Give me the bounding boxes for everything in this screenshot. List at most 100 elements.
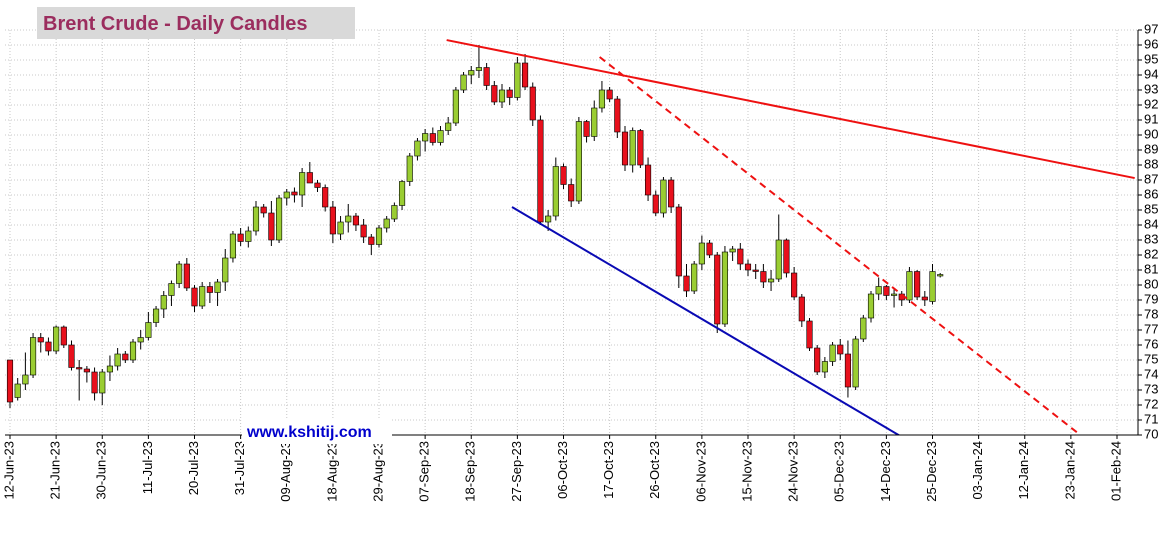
- grid: [5, 29, 1138, 436]
- candle-body: [445, 122, 452, 131]
- y-tick-label: 73: [1144, 381, 1158, 396]
- candle-body: [767, 278, 775, 283]
- x-tick-label: 03-Jan-24: [970, 441, 985, 500]
- candle-body: [791, 272, 798, 298]
- y-tick-label: 85: [1144, 201, 1158, 216]
- y-tick-label: 96: [1144, 36, 1158, 51]
- candle-body: [890, 293, 898, 296]
- y-tick-label: 88: [1144, 156, 1158, 171]
- x-tick-label: 27-Sep-23: [509, 441, 524, 502]
- candle-body: [214, 281, 221, 293]
- candle-body: [867, 293, 875, 319]
- candle-body: [545, 215, 552, 223]
- x-tick-label: 21-Jun-23: [48, 441, 63, 500]
- y-tick-label: 77: [1144, 321, 1158, 336]
- candle-body: [598, 89, 606, 109]
- candle-body: [122, 353, 129, 361]
- candle-body: [775, 239, 782, 280]
- candles: [6, 45, 944, 408]
- candle-body: [406, 155, 413, 182]
- y-tick-label: 89: [1144, 141, 1158, 156]
- x-tick-label: 12-Jan-24: [1016, 441, 1031, 500]
- x-tick-label: 14-Dec-23: [878, 441, 893, 502]
- candle-body: [368, 236, 375, 245]
- y-tick-label: 83: [1144, 231, 1158, 246]
- candle-body: [245, 230, 252, 242]
- candle-body: [291, 191, 298, 196]
- candle-body: [299, 172, 306, 196]
- y-tick-label: 74: [1144, 366, 1158, 381]
- candle-body: [806, 320, 813, 349]
- x-tick-label: 25-Dec-23: [924, 441, 939, 502]
- candle-body: [660, 179, 667, 214]
- candle-body: [614, 98, 621, 133]
- candle-body: [621, 131, 629, 166]
- candle-body: [22, 374, 29, 385]
- candle-body: [829, 344, 836, 362]
- y-tick-label: 80: [1144, 276, 1158, 291]
- candle-body: [14, 383, 21, 398]
- watermark: www.kshitij.com: [246, 424, 372, 441]
- candle-body: [844, 353, 852, 388]
- x-tick-label: 31-Jul-23: [232, 441, 247, 495]
- y-tick-label: 95: [1144, 51, 1158, 66]
- candle-body: [691, 263, 698, 292]
- candle-body: [391, 205, 398, 220]
- candle-body: [452, 89, 459, 124]
- candle-body: [176, 263, 183, 284]
- x-tick-label: 26-Oct-23: [647, 441, 662, 499]
- candle-body: [106, 365, 114, 373]
- candle-body: [837, 344, 844, 355]
- candle-body: [698, 242, 705, 265]
- x-tick-label: 15-Nov-23: [739, 441, 754, 502]
- y-tick-label: 87: [1144, 171, 1158, 186]
- candle-body: [306, 172, 313, 184]
- candle-body: [283, 191, 290, 199]
- y-tick-label: 76: [1144, 336, 1158, 351]
- x-tick-label: 17-Oct-23: [601, 441, 616, 499]
- candle-body: [814, 347, 821, 373]
- y-tick-label: 84: [1144, 216, 1158, 231]
- y-tick-label: 70: [1144, 426, 1158, 441]
- candle-body: [537, 119, 544, 223]
- candle-body: [852, 338, 859, 388]
- candle-body: [422, 133, 429, 142]
- candle-body: [552, 166, 559, 217]
- candle-body: [629, 130, 636, 166]
- candle-body: [929, 271, 936, 302]
- y-tick-label: 82: [1144, 246, 1158, 261]
- candle-body: [83, 368, 90, 373]
- x-tick-label: 24-Nov-23: [786, 441, 801, 502]
- x-tick-label: 30-Jun-23: [94, 441, 109, 500]
- candle-body: [91, 371, 98, 394]
- candle-body: [683, 275, 690, 292]
- x-tick-label: 23-Jan-24: [1062, 441, 1077, 500]
- x-tick-label: 06-Nov-23: [693, 441, 708, 502]
- candle-body: [383, 218, 390, 229]
- candle-body: [6, 359, 14, 403]
- y-tick-label: 90: [1144, 126, 1158, 141]
- candle-body: [560, 166, 567, 185]
- x-tick-label: 09-Aug-23: [278, 441, 293, 502]
- candle-body: [129, 341, 137, 361]
- candle-body: [29, 337, 37, 376]
- candle-body: [914, 271, 921, 298]
- candle-body: [360, 224, 367, 238]
- candle-body: [468, 70, 475, 76]
- candle-body: [568, 184, 575, 202]
- x-tick-label: 01-Feb-24: [1108, 441, 1123, 501]
- candle-body: [606, 89, 613, 100]
- axes: 7071727374757677787980818283848586878889…: [1, 21, 1158, 501]
- candle-body: [160, 295, 167, 310]
- candle-body: [337, 221, 344, 235]
- title-box: [37, 7, 355, 39]
- candle-body: [860, 317, 867, 340]
- candle-body: [652, 194, 659, 214]
- candle-body: [429, 133, 436, 143]
- candle-body: [229, 233, 237, 259]
- candle-body: [191, 287, 198, 307]
- watermark-box: [242, 418, 392, 444]
- candle-body: [76, 367, 83, 370]
- candle-body: [53, 326, 60, 352]
- candle-body: [152, 308, 160, 323]
